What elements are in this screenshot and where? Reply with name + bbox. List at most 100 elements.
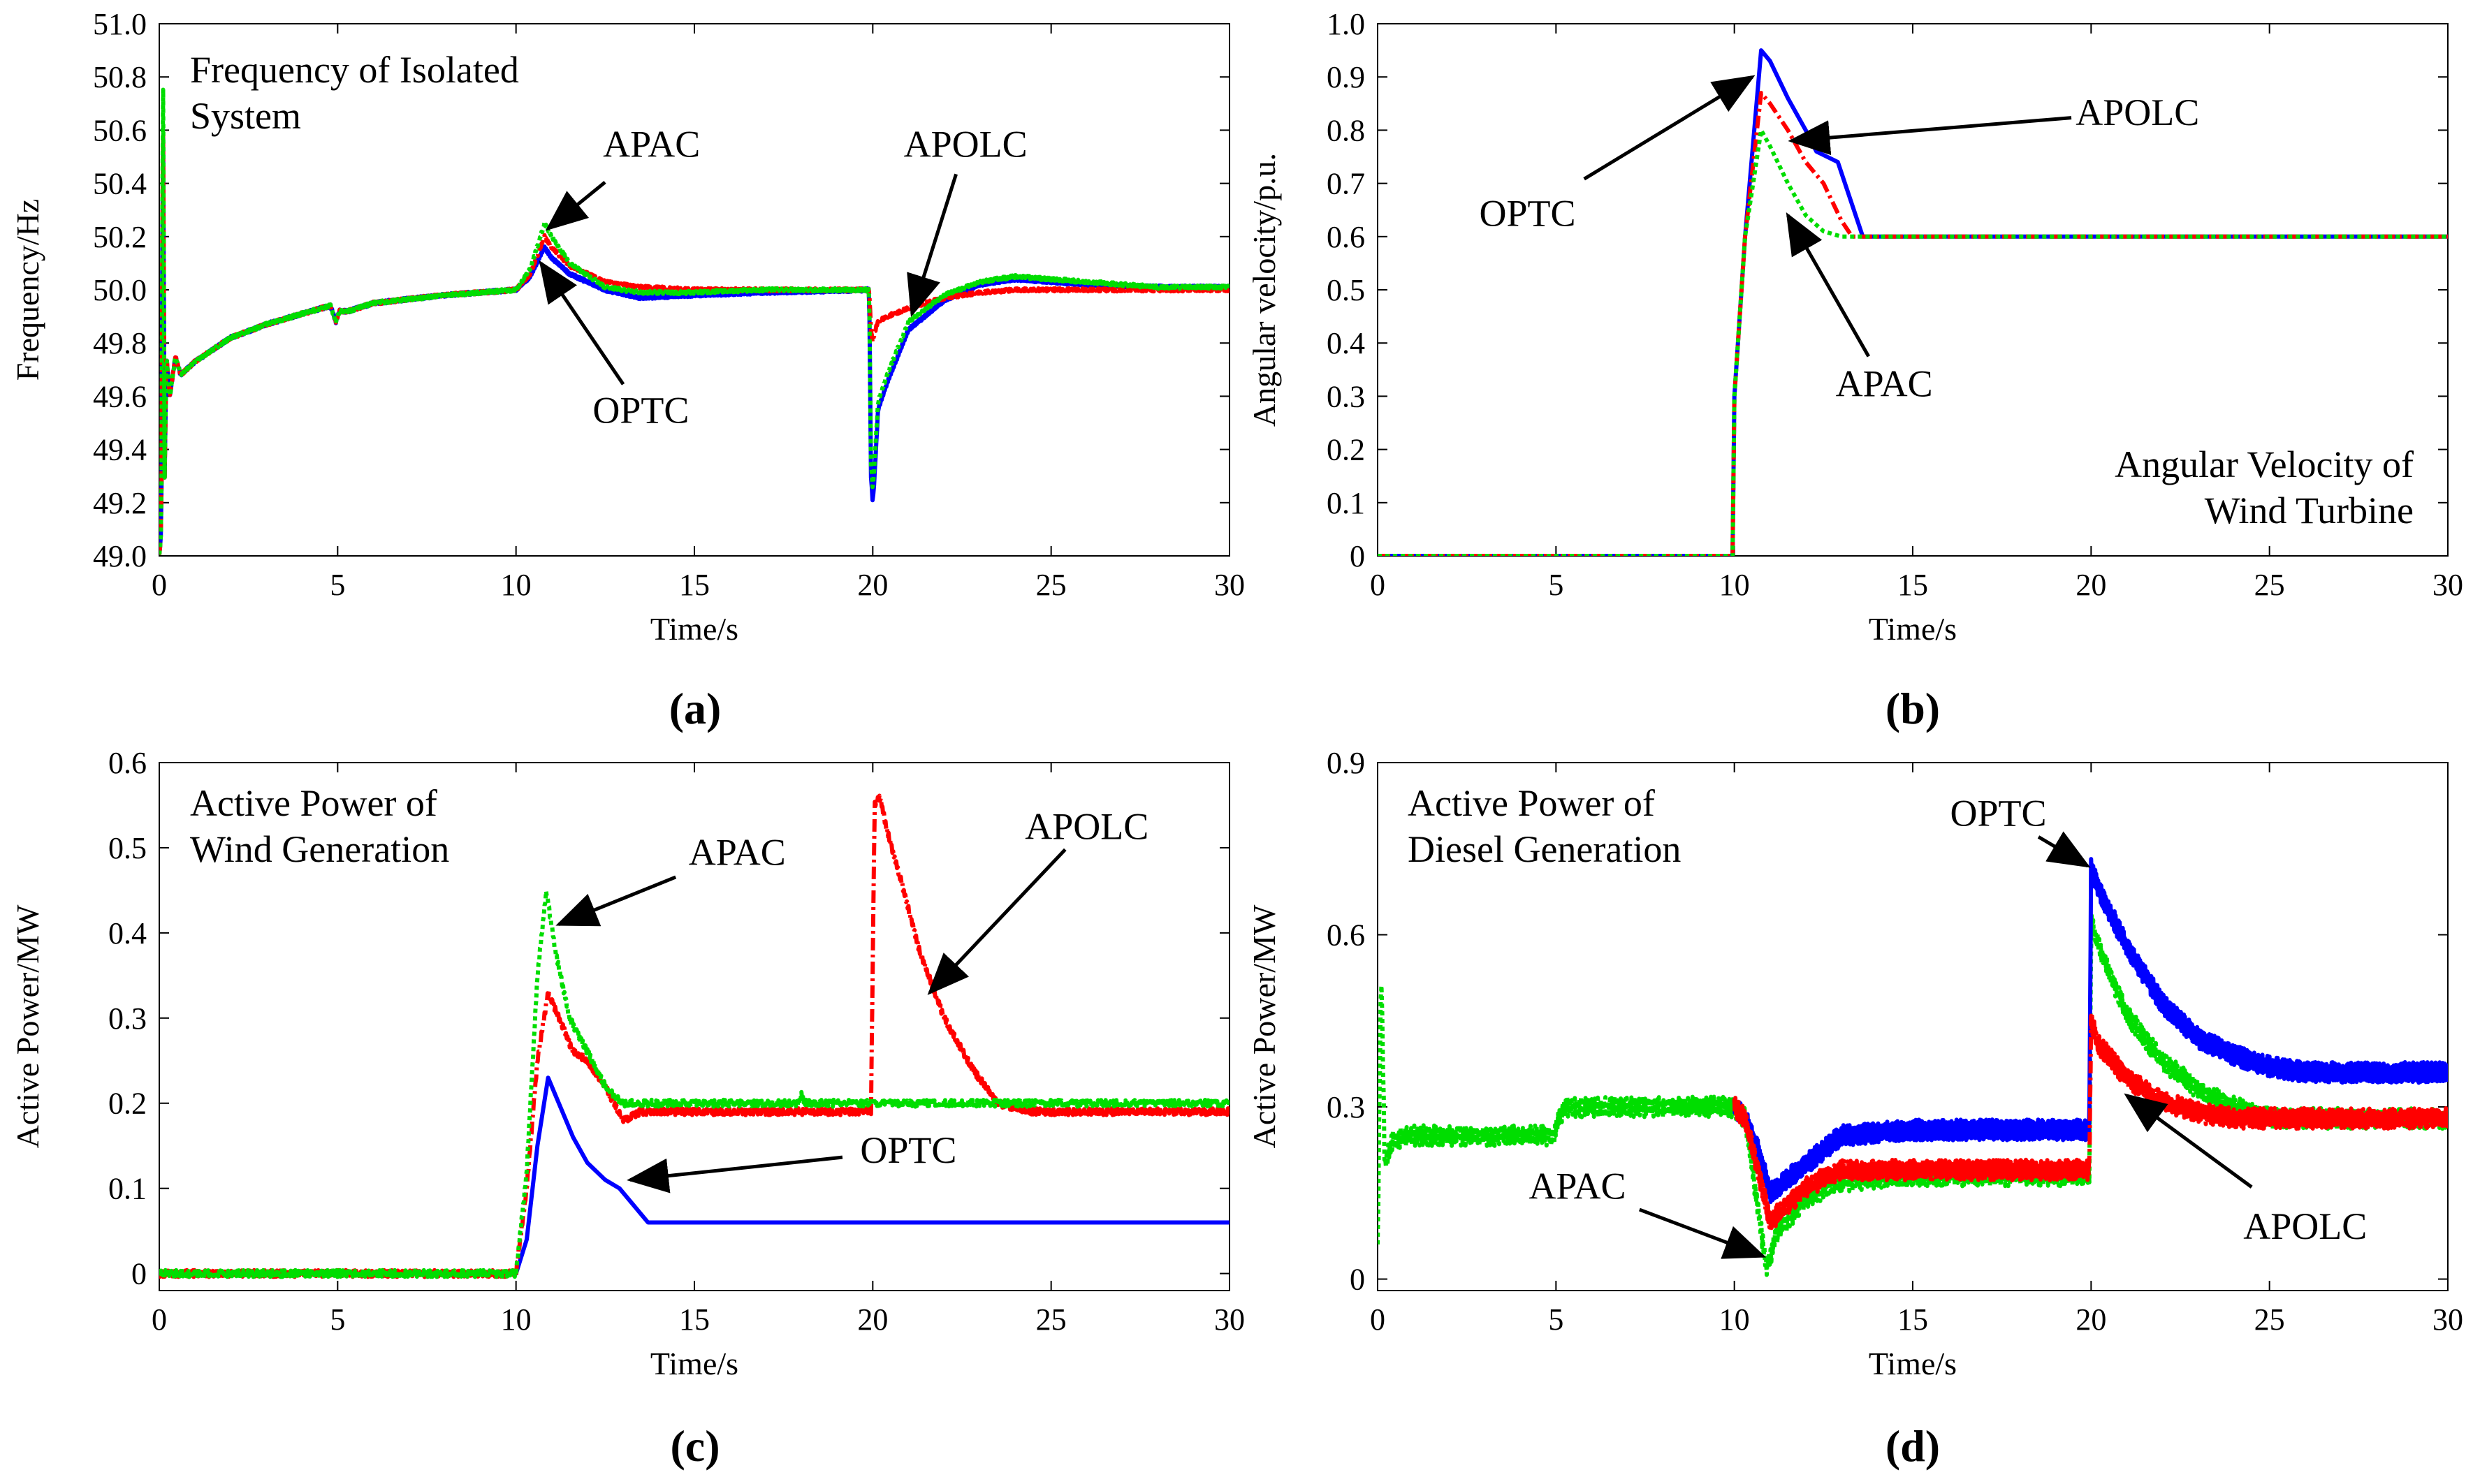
x-tick-label: 30 <box>2432 1302 2463 1337</box>
plot-frame <box>1377 762 2449 1291</box>
series-line-apac <box>1378 128 2448 556</box>
x-tick-label: 15 <box>679 568 710 602</box>
x-tick-label: 5 <box>330 1302 345 1337</box>
annotation-arrow <box>2124 1093 2253 1189</box>
chart-panel-4: 0 5 10 15 20 25 30 0 0.3 0.6 0.9 Time/s Active Power… <box>1246 746 2463 1471</box>
x-tick-label: 10 <box>501 568 532 602</box>
series-line-optc <box>159 1075 1230 1276</box>
x-tick-label: 25 <box>1036 1302 1067 1337</box>
x-tick-label: 25 <box>1036 568 1067 602</box>
y-tick-label: 0.1 <box>1327 486 1365 520</box>
series-group <box>159 793 1230 1279</box>
x-tick-label: 20 <box>2076 1302 2106 1337</box>
x-tick-label: 5 <box>1548 1302 1563 1337</box>
annotation-arrow <box>545 180 606 231</box>
plot-frame <box>1377 23 2449 557</box>
annotation-arrow <box>1786 212 1870 358</box>
annotation-arrow <box>627 1155 843 1193</box>
y-tick-label: 0.5 <box>108 831 147 865</box>
annotation-label-apac: APAC <box>1836 362 1933 404</box>
y-tick-label: 1.0 <box>1327 7 1365 41</box>
x-tick-label: 20 <box>2076 568 2106 602</box>
chart-title: Active Power of <box>190 782 437 824</box>
chart-title: Diesel Generation <box>1408 828 1681 870</box>
x-tick-label: 20 <box>857 568 888 602</box>
y-tick-label: 0.4 <box>1327 326 1365 360</box>
x-tick-label: 30 <box>1214 568 1245 602</box>
y-tick-label: 0.3 <box>1327 1090 1365 1124</box>
series-group <box>159 87 1230 556</box>
y-tick-label: 0.5 <box>1327 273 1365 307</box>
series-line-apolc <box>1732 1013 2448 1230</box>
annotation-label-apolc: APOLC <box>1025 806 1148 848</box>
y-tick-label: 49.8 <box>93 326 147 360</box>
annotation-arrow <box>555 875 677 927</box>
y-tick-label: 0 <box>1350 1263 1365 1297</box>
chart-title: Active Power of <box>1408 782 1655 824</box>
y-tick-label: 50.0 <box>93 273 147 307</box>
y-tick-label: 0.9 <box>1327 746 1365 780</box>
x-tick-label: 10 <box>501 1302 532 1337</box>
y-tick-label: 50.6 <box>93 113 147 147</box>
x-tick-label: 0 <box>152 568 167 602</box>
x-tick-label: 0 <box>1370 1302 1385 1337</box>
series-line-apac <box>159 889 1230 1279</box>
chart-title: System <box>190 95 301 137</box>
x-tick-label: 10 <box>1719 1302 1750 1337</box>
x-tick-label: 15 <box>1897 1302 1928 1337</box>
annotation-label-apac: APAC <box>603 124 700 166</box>
chart-panel-2: 0 5 10 15 20 25 30 0 0.1 0.2 0.3 0.4 0.5 0.6 0.7 0.8 0.9… <box>1246 7 2463 733</box>
annotation-label-apac: APAC <box>1529 1166 1626 1207</box>
annotation-arrow <box>1583 75 1756 181</box>
x-tick-label: 0 <box>152 1302 167 1337</box>
y-tick-label: 50.8 <box>93 60 147 94</box>
y-tick-label: 49.2 <box>93 486 147 520</box>
y-tick-label: 49.6 <box>93 379 147 413</box>
x-tick-label: 5 <box>330 568 345 602</box>
y-tick-label: 50.2 <box>93 220 147 254</box>
y-tick-label: 0.3 <box>108 1001 147 1036</box>
x-tick-label: 30 <box>2432 568 2463 602</box>
x-tick-label: 25 <box>2254 1302 2285 1337</box>
y-tick-label: 49.0 <box>93 539 147 573</box>
chart-panel-3: 0 5 10 15 20 25 30 0 0.1 0.2 0.3 0.4 0.5 0.6 Time/s Act… <box>10 746 1245 1471</box>
chart-title: Angular Velocity of <box>2115 443 2414 485</box>
y-tick-label: 0.7 <box>1327 167 1365 201</box>
y-tick-label: 0.6 <box>108 746 147 780</box>
y-tick-label: 0.8 <box>1327 113 1365 147</box>
annotation-arrow <box>927 848 1067 995</box>
annotation-label-optc: OPTC <box>1479 193 1575 235</box>
y-tick-label: 0 <box>1350 539 1365 573</box>
plot-frame <box>159 762 1230 1291</box>
y-axis-label: Angular velocity/p.u. <box>1246 153 1282 427</box>
annotation-label-apolc: APOLC <box>2243 1205 2367 1247</box>
annotation-label-apac: APAC <box>689 831 786 873</box>
y-axis-label: Frequency/Hz <box>10 199 45 381</box>
x-axis-label: Time/s <box>1869 1346 1957 1381</box>
annotation-arrow <box>1788 116 2072 156</box>
y-tick-label: 0.9 <box>1327 60 1365 94</box>
x-tick-label: 0 <box>1370 568 1385 602</box>
x-tick-label: 15 <box>1897 568 1928 602</box>
panel-label: (a) <box>669 684 722 733</box>
y-tick-label: 0.6 <box>1327 220 1365 254</box>
chart-title: Wind Turbine <box>2205 490 2414 531</box>
annotation-arrow <box>907 173 958 318</box>
y-tick-label: 0.2 <box>108 1087 147 1121</box>
annotation-label-optc: OPTC <box>592 390 689 432</box>
annotation-label-apolc: APOLC <box>2076 91 2199 133</box>
y-tick-label: 0 <box>131 1257 147 1291</box>
chart-title: Wind Generation <box>190 828 449 870</box>
x-tick-label: 25 <box>2254 568 2285 602</box>
panel-label: (b) <box>1885 684 1940 733</box>
annotation-label-optc: OPTC <box>1950 792 2047 834</box>
x-axis-label: Time/s <box>1869 611 1957 647</box>
series-line-apac <box>159 87 1230 555</box>
x-tick-label: 5 <box>1548 568 1563 602</box>
y-tick-label: 50.4 <box>93 167 147 201</box>
annotation-arrow <box>1638 1207 1767 1259</box>
annotation-arrow <box>2037 831 2091 868</box>
panel-label: (c) <box>670 1421 720 1471</box>
annotation-arrow <box>539 260 625 385</box>
